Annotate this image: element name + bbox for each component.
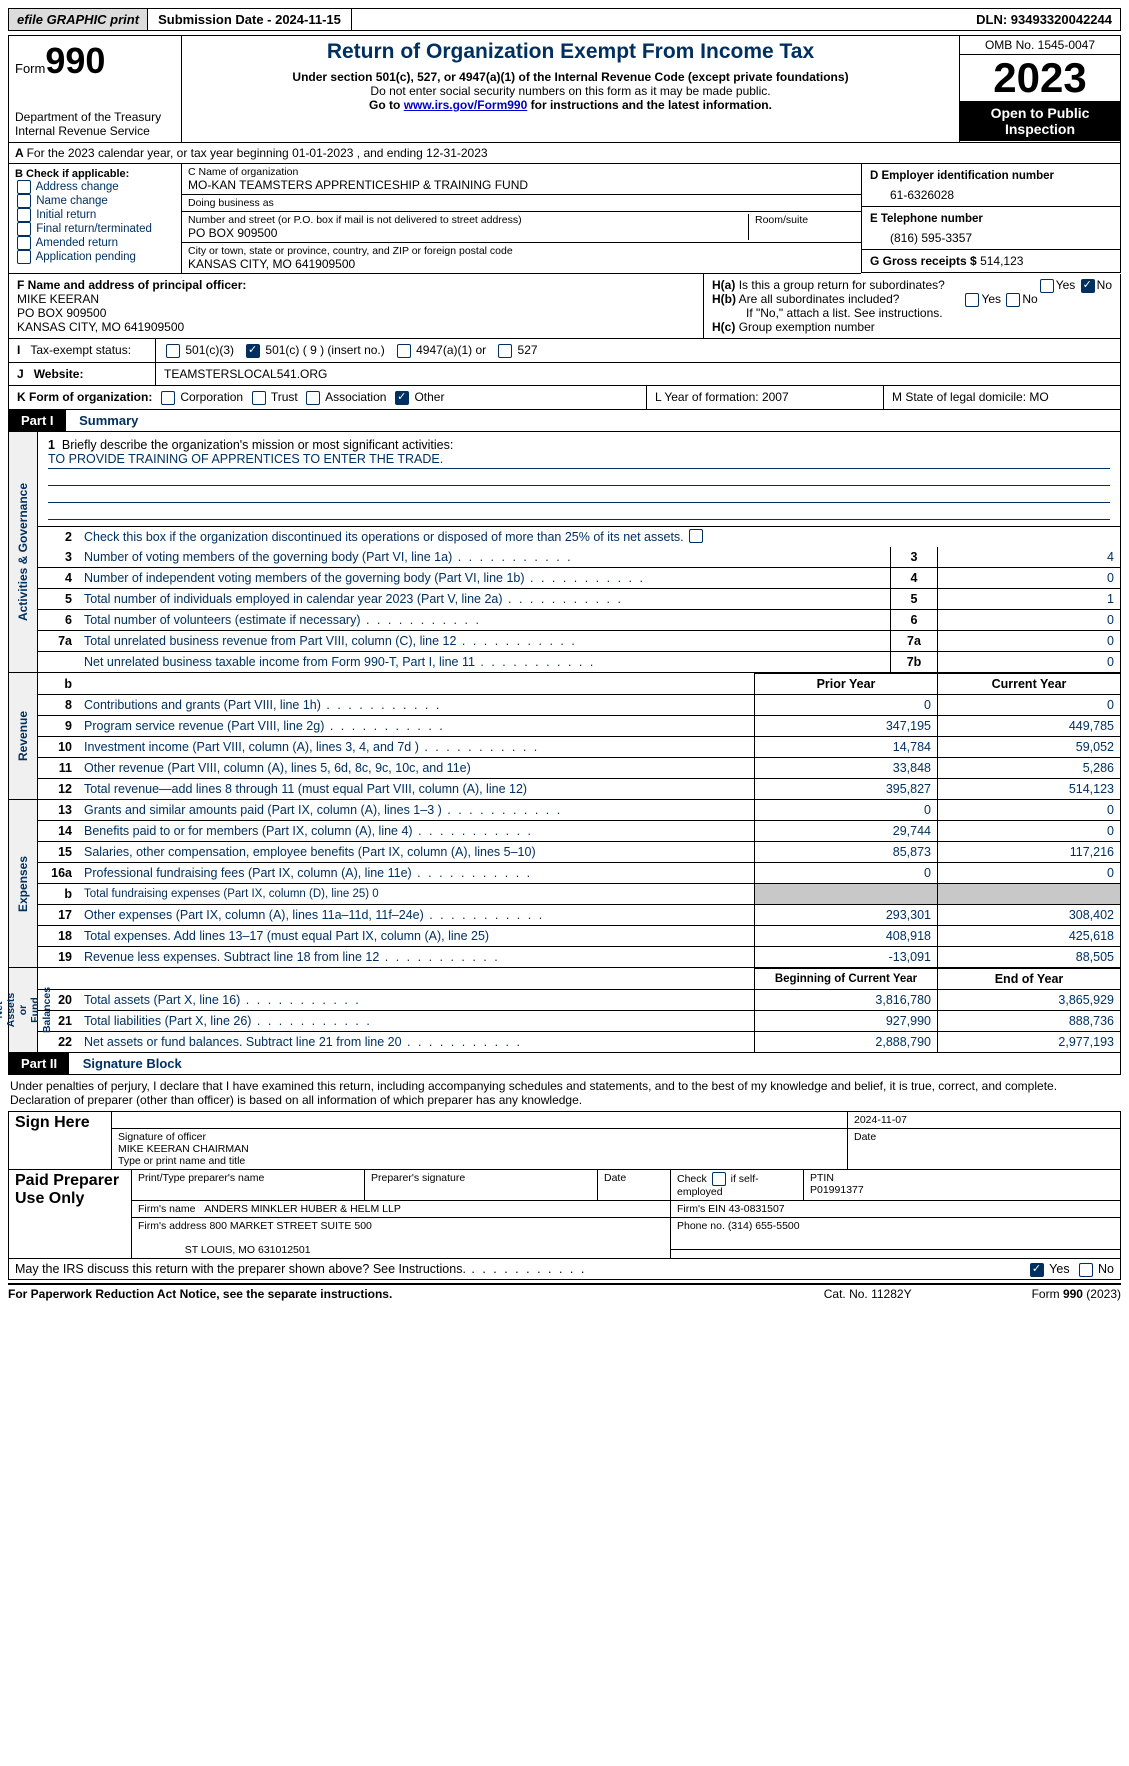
form-number: Form990 [15, 40, 175, 82]
mission-question: Briefly describe the organization's miss… [62, 438, 453, 452]
year-formation: L Year of formation: 2007 [646, 386, 883, 409]
section-f: F Name and address of principal officer:… [9, 274, 703, 338]
gross-receipts-label: G Gross receipts $ [870, 254, 977, 268]
efile-print-button[interactable]: efile GRAPHIC print [9, 9, 148, 30]
part1-title: Summary [69, 410, 148, 431]
vtab-revenue: Revenue [9, 673, 38, 799]
phone-value: (816) 595-3357 [870, 231, 1112, 245]
dba-label: Doing business as [188, 197, 855, 209]
part2-header: Part II [9, 1053, 69, 1074]
addr-label: Number and street (or P.O. box if mail i… [188, 214, 522, 226]
section-b: B Check if applicable: Address change Na… [8, 164, 181, 274]
form-header: Form990 Department of the Treasury Inter… [8, 35, 1121, 143]
top-bar: efile GRAPHIC print Submission Date - 20… [8, 8, 1121, 31]
org-address: PO BOX 909500 [188, 226, 277, 240]
subtitle-3: Go to www.irs.gov/Form990 for instructio… [186, 98, 955, 112]
tax-exempt-options: 501(c)(3) 501(c) ( 9 ) (insert no.) 4947… [156, 339, 1120, 362]
phone-label: E Telephone number [870, 213, 983, 225]
tax-year: 2023 [960, 55, 1120, 101]
part1-header: Part I [9, 410, 66, 431]
dln: DLN: 93493320042244 [968, 9, 1120, 30]
vtab-netassets: Net Assets or Fund Balances [9, 968, 38, 1052]
discuss-row: May the IRS discuss this return with the… [8, 1259, 1121, 1280]
vtab-expenses: Expenses [9, 800, 38, 967]
website-label: J Website: [9, 363, 156, 385]
state-domicile: M State of legal domicile: MO [883, 386, 1120, 409]
submission-date: Submission Date - 2024-11-15 [148, 9, 352, 30]
dept-treasury: Department of the Treasury Internal Reve… [15, 110, 175, 138]
org-city: KANSAS CITY, MO 641909500 [188, 257, 355, 271]
irs-link[interactable]: www.irs.gov/Form990 [404, 98, 528, 112]
website-value: TEAMSTERSLOCAL541.ORG [156, 363, 1120, 385]
paid-preparer-block: Paid Preparer Use Only Print/Type prepar… [8, 1169, 1121, 1259]
c-name-label: C Name of organization [188, 166, 298, 178]
gross-receipts-value: 514,123 [980, 254, 1023, 268]
section-h: H(a) Is this a group return for subordin… [703, 274, 1120, 338]
line2: Check this box if the organization disco… [78, 526, 1120, 547]
tax-exempt-label: I Tax-exempt status: [9, 339, 156, 362]
form-of-org: K Form of organization: Corporation Trus… [9, 386, 646, 409]
ein-label: D Employer identification number [870, 170, 1054, 182]
omb-number: OMB No. 1545-0047 [960, 36, 1120, 55]
city-label: City or town, state or province, country… [188, 245, 513, 257]
line-a: A For the 2023 calendar year, or tax yea… [8, 143, 1121, 164]
room-suite-label: Room/suite [748, 214, 855, 240]
mission-answer: TO PROVIDE TRAINING OF APPRENTICES TO EN… [48, 452, 1110, 469]
subtitle-1: Under section 501(c), 527, or 4947(a)(1)… [186, 70, 955, 84]
page-footer: For Paperwork Reduction Act Notice, see … [8, 1283, 1121, 1301]
form-title: Return of Organization Exempt From Incom… [186, 40, 955, 64]
part2-title: Signature Block [73, 1053, 192, 1074]
penalty-text: Under penalties of perjury, I declare th… [8, 1075, 1121, 1111]
open-inspection: Open to Public Inspection [960, 101, 1120, 141]
sign-here-block: Sign Here 2024-11-07 Signature of office… [8, 1111, 1121, 1170]
ein-value: 61-6326028 [870, 188, 1112, 202]
org-name: MO-KAN TEAMSTERS APPRENTICESHIP & TRAINI… [188, 178, 528, 192]
vtab-governance: Activities & Governance [9, 432, 38, 673]
subtitle-2: Do not enter social security numbers on … [186, 84, 955, 98]
